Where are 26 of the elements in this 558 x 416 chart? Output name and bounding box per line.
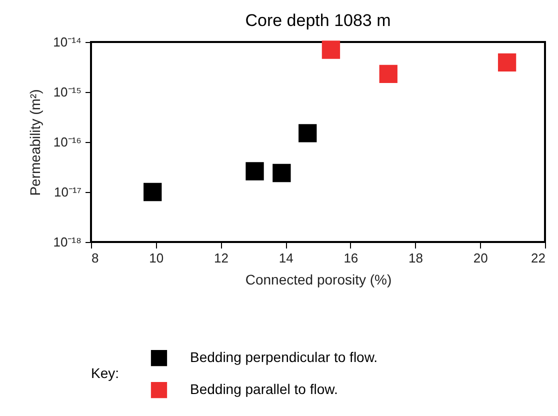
point (298, 124, 317, 142)
y-tick-label: 10⁻¹⁷ (54, 184, 82, 200)
y-axis-title: Permeability (m²) (27, 89, 44, 196)
x-tick-label: 18 (408, 250, 424, 266)
y-tick-label: 10⁻¹⁶ (53, 134, 82, 150)
legend-label: Bedding perpendicular to flow. (190, 349, 378, 365)
x-tick-label: 10 (149, 250, 164, 266)
x-tick-label: 22 (531, 250, 546, 266)
point (144, 182, 162, 202)
point (272, 164, 291, 182)
y-tick-label: 10⁻¹⁸ (53, 234, 82, 250)
y-tick-label: 10⁻¹⁴ (53, 34, 82, 50)
point (379, 64, 398, 83)
x-tick-label: 20 (473, 250, 488, 266)
legend-label: Bedding parallel to flow. (190, 381, 338, 397)
x-axis-title: Connected porosity (%) (245, 272, 392, 288)
x-tick-label: 8 (92, 250, 99, 266)
point (246, 162, 264, 180)
x-tick-label: 12 (214, 250, 228, 266)
chart-title: Core depth 1083 m (245, 11, 391, 30)
y-tick-label: 10⁻¹⁵ (53, 84, 82, 100)
legend-title: Key: (91, 365, 120, 381)
point (498, 53, 516, 72)
point (322, 40, 340, 59)
x-tick-label: 14 (278, 250, 294, 266)
x-tick-label: 16 (344, 250, 358, 266)
